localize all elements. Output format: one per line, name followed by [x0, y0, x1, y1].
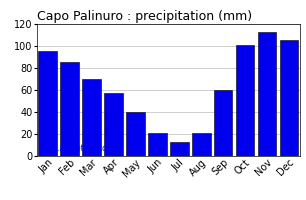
- Bar: [104, 93, 123, 156]
- Bar: [214, 90, 233, 156]
- Bar: [258, 32, 276, 156]
- Bar: [170, 142, 188, 156]
- Bar: [236, 45, 254, 156]
- Bar: [280, 40, 298, 156]
- Bar: [38, 51, 57, 156]
- Bar: [126, 112, 145, 156]
- Bar: [192, 133, 211, 156]
- Bar: [148, 133, 167, 156]
- Text: www.allmetsat.com: www.allmetsat.com: [39, 144, 114, 153]
- Bar: [60, 62, 79, 156]
- Bar: [82, 79, 101, 156]
- Text: Capo Palinuro : precipitation (mm): Capo Palinuro : precipitation (mm): [37, 10, 252, 23]
